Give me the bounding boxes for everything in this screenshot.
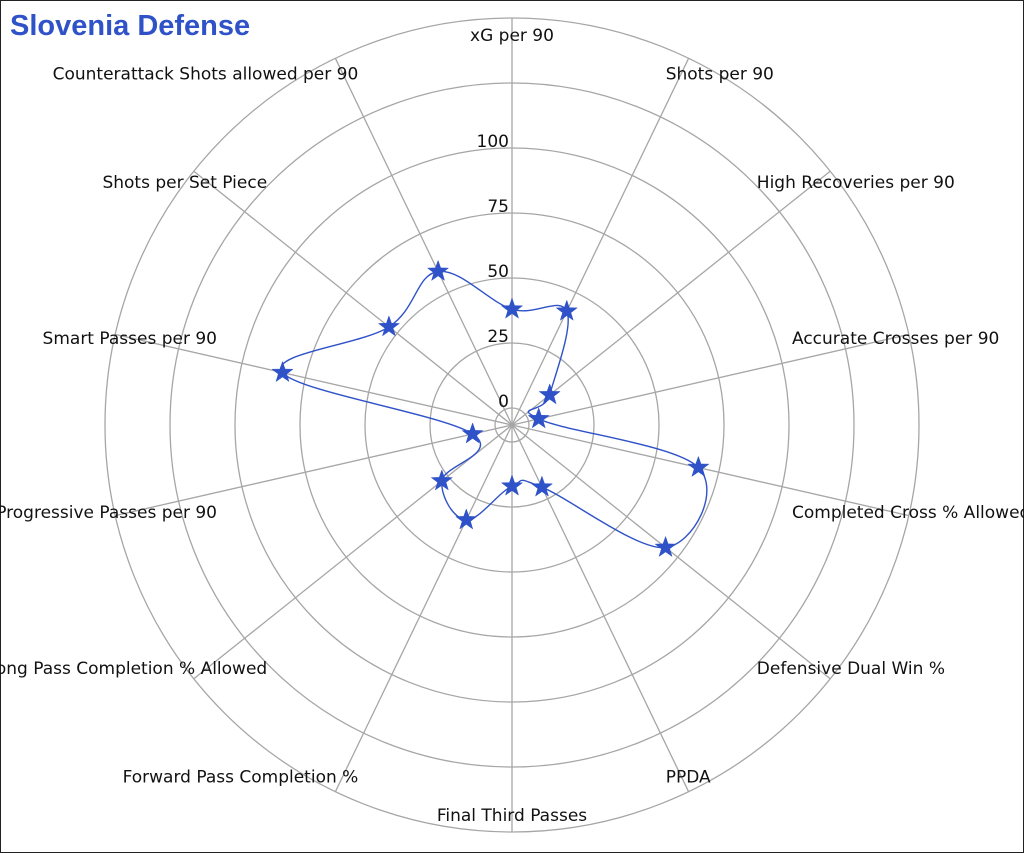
axis-label-6: PPDA (666, 767, 711, 787)
grid-spoke-5 (511, 424, 831, 680)
grid-spoke-6 (511, 424, 690, 792)
tick-label-1: 25 (487, 327, 509, 347)
tick-label-0: 0 (498, 392, 509, 412)
axis-label-10: Progressive Passes per 90 (0, 503, 217, 523)
grid-spoke-8 (334, 424, 513, 792)
axis-label-3: Accurate Crosses per 90 (792, 329, 999, 349)
axis-label-9: Long Pass Completion % Allowed (0, 659, 267, 679)
grid-spoke-11 (115, 333, 513, 426)
tick-labels: 0 25 50 75 100 (477, 132, 509, 412)
data-point-10 (461, 422, 484, 444)
grid-spoke-2 (511, 170, 831, 426)
grid-spokes (115, 18, 909, 832)
data-point-4 (687, 455, 710, 478)
axis-labels: xG per 90 Shots per 90 High Recoveries per… (0, 26, 1024, 826)
axis-label-12: Shots per Set Piece (102, 173, 267, 193)
axis-label-11: Smart Passes per 90 (43, 329, 217, 349)
data-point-2 (538, 383, 561, 405)
grid-spoke-1 (511, 58, 690, 426)
grid-spoke-12 (193, 170, 513, 426)
series-layer (271, 259, 710, 558)
axis-label-1: Shots per 90 (666, 65, 774, 85)
axis-label-4: Completed Cross % Allowed (792, 503, 1024, 523)
tick-label-3: 75 (487, 197, 509, 217)
data-point-6 (530, 475, 554, 497)
data-point-7 (500, 474, 524, 496)
data-point-12 (377, 315, 401, 337)
data-point-8 (455, 508, 478, 530)
axis-label-7: Final Third Passes (437, 806, 587, 826)
tick-label-2: 50 (487, 262, 509, 282)
axis-label-13: Counterattack Shots allowed per 90 (53, 65, 359, 85)
axis-label-2: High Recoveries per 90 (757, 173, 955, 193)
series-line-0 (280, 270, 708, 549)
axis-label-8: Forward Pass Completion % (123, 767, 359, 787)
grid-spoke-10 (115, 424, 513, 517)
tick-label-4: 100 (477, 132, 509, 152)
axis-label-0: xG per 90 (470, 26, 554, 46)
data-point-9 (430, 469, 454, 491)
grid-spoke-9 (193, 424, 513, 680)
data-point-0 (500, 297, 524, 319)
chart-title: Slovenia Defense (10, 10, 251, 42)
data-point-11 (271, 360, 294, 383)
axis-label-5: Defensive Dual Win % (757, 659, 945, 679)
data-point-1 (555, 299, 578, 321)
data-point-5 (654, 535, 677, 558)
data-point-3 (527, 407, 550, 429)
grid-spoke-3 (511, 333, 909, 426)
grid-spoke-4 (511, 424, 909, 517)
data-point-13 (426, 259, 450, 282)
grid-spoke-13 (334, 58, 513, 426)
